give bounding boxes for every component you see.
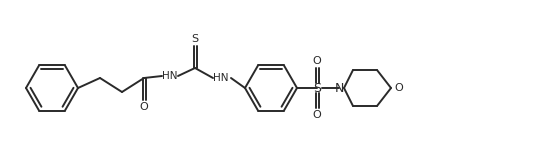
Text: S: S xyxy=(313,82,321,95)
Text: O: O xyxy=(312,56,321,66)
Text: S: S xyxy=(192,34,199,44)
Text: O: O xyxy=(139,102,148,112)
Text: HN: HN xyxy=(163,71,178,81)
Text: N: N xyxy=(334,82,344,95)
Text: O: O xyxy=(312,110,321,120)
Text: O: O xyxy=(395,83,404,93)
Text: HN: HN xyxy=(213,73,229,83)
